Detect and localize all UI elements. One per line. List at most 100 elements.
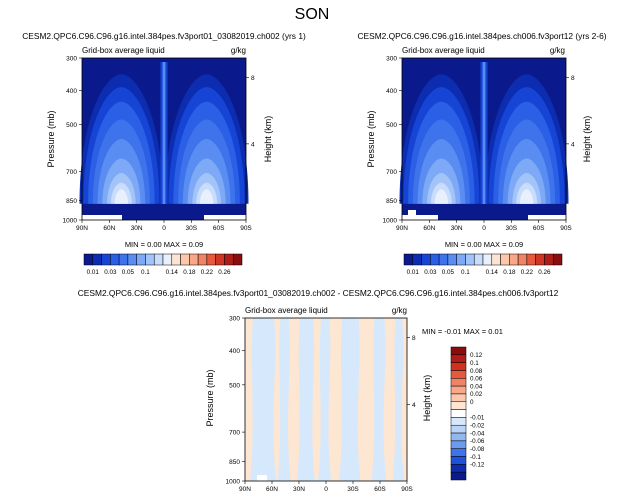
panel-1-ylabel-right: Height (km) — [263, 116, 273, 163]
colorbar-swatch — [500, 253, 510, 266]
xtick-label: 90S — [401, 486, 413, 493]
colorbar-swatch — [110, 253, 120, 266]
colorbar-swatch — [450, 346, 467, 356]
colorbar-label: 0.05 — [122, 269, 135, 276]
xtick-label: 60S — [213, 225, 225, 232]
xtick-label: 60N — [423, 225, 435, 232]
colorbar-swatch — [430, 253, 440, 266]
diff-negative-band — [318, 318, 332, 481]
ytick-right-label: 8 — [251, 75, 255, 82]
field-contour-lobe — [114, 189, 129, 204]
colorbar-swatch — [145, 253, 155, 266]
colorbar-swatch — [526, 253, 536, 266]
colorbar-swatch — [482, 253, 493, 266]
colorbar-swatch — [465, 253, 475, 266]
colorbar-swatch — [450, 401, 467, 410]
colorbar-label: 0.26 — [538, 269, 551, 276]
colorbar-swatch — [438, 253, 449, 266]
colorbar-label: 0.06 — [470, 376, 483, 383]
panel-2-left-label: Grid-box average liquid — [402, 46, 485, 55]
ytick-label: 300 — [386, 56, 397, 63]
topography-left — [402, 215, 438, 220]
xtick-label: 90S — [560, 225, 572, 232]
colorbar-swatch — [450, 448, 467, 457]
colorbar-label: 0.1 — [141, 269, 150, 276]
ytick-label: 400 — [386, 88, 397, 95]
colorbar-swatch — [421, 253, 431, 266]
xtick-label: 30N — [131, 225, 143, 232]
field-contour-lobe — [199, 189, 214, 204]
ytick-right-label: 4 — [571, 141, 575, 148]
colorbar-swatch — [456, 253, 466, 266]
colorbar-swatch — [450, 471, 467, 481]
panel-3-plot — [244, 317, 408, 482]
colorbar-label: 0.18 — [503, 269, 516, 276]
colorbar-label: 0.14 — [486, 269, 499, 276]
colorbar-swatch — [232, 253, 243, 266]
panel-3-ylabel: Pressure (mb) — [205, 369, 215, 426]
colorbar-label: -0.02 — [470, 423, 485, 430]
colorbar-label: 0.04 — [470, 383, 483, 390]
colorbar-swatch — [450, 440, 467, 449]
topography — [257, 475, 267, 481]
panel-1-right-label: g/kg — [231, 46, 246, 55]
colorbar-label: 0.26 — [218, 269, 231, 276]
diff-negative-band — [339, 318, 361, 481]
panel-3: CESM2.QPC6.C96.C96.g16.intel.384pes.fv3p… — [78, 288, 559, 493]
ytick-label: 1000 — [226, 479, 241, 486]
xtick-label: 30S — [506, 225, 518, 232]
diff-negative-band — [277, 318, 291, 481]
ytick-label: 1000 — [383, 218, 398, 225]
colorbar-label: -0.1 — [470, 454, 481, 461]
colorbar-swatch — [450, 456, 467, 465]
panel-3-left-label: Grid-box average liquid — [245, 306, 328, 315]
diff-negative-band — [250, 318, 277, 481]
ytick-right-label: 8 — [571, 75, 575, 82]
xtick-label: 90N — [76, 225, 88, 232]
xtick-label: 0 — [324, 486, 328, 493]
ytick-right-label: 8 — [412, 335, 416, 342]
panel-3-yticks: 300 400 500 700 850 1000 — [226, 316, 245, 486]
colorbar-swatch — [447, 253, 457, 266]
colorbar-label: -0.06 — [470, 438, 485, 445]
colorbar-swatch — [197, 253, 208, 266]
colorbar-label: 0.18 — [183, 269, 196, 276]
panel-3-ylabel-right: Height (km) — [422, 375, 432, 422]
ytick-label: 700 — [386, 169, 397, 176]
field-contour-lobe — [519, 189, 534, 204]
panel-3-yticks-right: 84 — [407, 335, 416, 409]
xtick-label: 60S — [533, 225, 545, 232]
xtick-label: 30N — [293, 486, 305, 493]
colorbar-swatch — [473, 253, 484, 266]
colorbar-swatch — [180, 253, 190, 266]
colorbar-label: 0.01 — [87, 269, 100, 276]
colorbar-label: 0.05 — [442, 269, 455, 276]
panel-1-stats: MIN = 0.00 MAX = 0.09 — [125, 240, 203, 249]
xtick-label: 0 — [162, 225, 166, 232]
panel-3-stats: MIN = -0.01 MAX = 0.01 — [422, 327, 503, 336]
colorbar-swatch — [162, 253, 173, 266]
panel-1: CESM2.QPC6.C96.C96.g16.intel.384pes.fv3p… — [22, 31, 306, 249]
xtick-label: 90N — [396, 225, 408, 232]
ytick-label: 400 — [66, 88, 77, 95]
colorbar-swatch — [450, 424, 467, 434]
panel-2-stats: MIN = 0.00 MAX = 0.09 — [445, 240, 523, 249]
ytick-label: 1000 — [63, 218, 78, 225]
colorbar-swatch — [127, 253, 137, 266]
colorbar-swatch — [136, 253, 146, 266]
xtick-label: 60N — [103, 225, 115, 232]
colorbar-swatch — [450, 432, 467, 442]
colorbar-swatch — [491, 253, 501, 266]
panel-1-yticks-right: 84 — [246, 75, 255, 148]
colorbar-swatch — [189, 253, 199, 266]
colorbar-swatch — [224, 253, 234, 266]
colorbar-label: 0.12 — [470, 352, 483, 359]
panel-2-plot — [399, 57, 569, 221]
ytick-label: 500 — [386, 122, 397, 129]
ytick-label: 850 — [66, 198, 77, 205]
panel-1-plot — [79, 57, 249, 221]
colorbar-label: -0.08 — [470, 446, 485, 453]
panel-1-left-label: Grid-box average liquid — [82, 46, 165, 55]
colorbar-swatch — [412, 253, 422, 266]
colorbar-swatch — [118, 253, 129, 266]
